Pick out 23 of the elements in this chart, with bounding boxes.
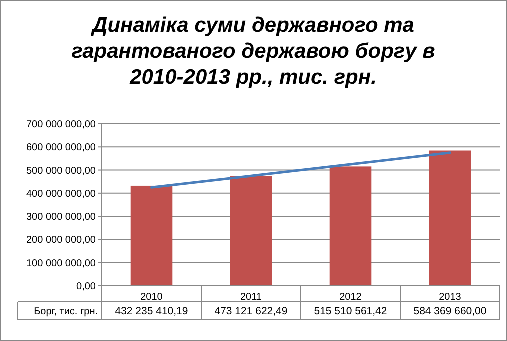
- x-tick-label: 2013: [439, 292, 462, 303]
- y-tick-label: 700 000 000,00: [26, 120, 96, 130]
- y-tick-label: 300 000 000,00: [26, 212, 96, 224]
- x-tick-label: 2012: [340, 292, 362, 303]
- y-tick-label: 400 000 000,00: [26, 188, 96, 200]
- y-tick-label: 500 000 000,00: [26, 166, 96, 177]
- bar: [130, 186, 173, 286]
- chart-title: Динаміка суми державного та гарантованого державою боргу в 2010-2013 рр., тис. грн.: [72, 14, 436, 89]
- text: Борг, тис. грн.: [34, 306, 98, 318]
- data-label: 584 369 660,00: [414, 306, 487, 318]
- y-tick-label: 100 000 000,00: [26, 258, 96, 270]
- y-tick-label: 0,00: [76, 282, 96, 292]
- data-label: 515 510 561,42: [314, 306, 388, 318]
- data-label: 432 235 410,19: [115, 306, 188, 318]
- x-tick-label: 2011: [240, 292, 262, 303]
- x-tick-label: 2010: [140, 292, 164, 303]
- bar: [230, 176, 272, 286]
- bar: [429, 150, 472, 286]
- y-tick-label: 200 000 000,00: [26, 235, 96, 246]
- bar: [330, 166, 372, 286]
- line-series: [150, 152, 452, 189]
- data-label: 473 121 622,49: [214, 306, 288, 318]
- y-tick-label: 600 000 000,00: [26, 142, 96, 154]
